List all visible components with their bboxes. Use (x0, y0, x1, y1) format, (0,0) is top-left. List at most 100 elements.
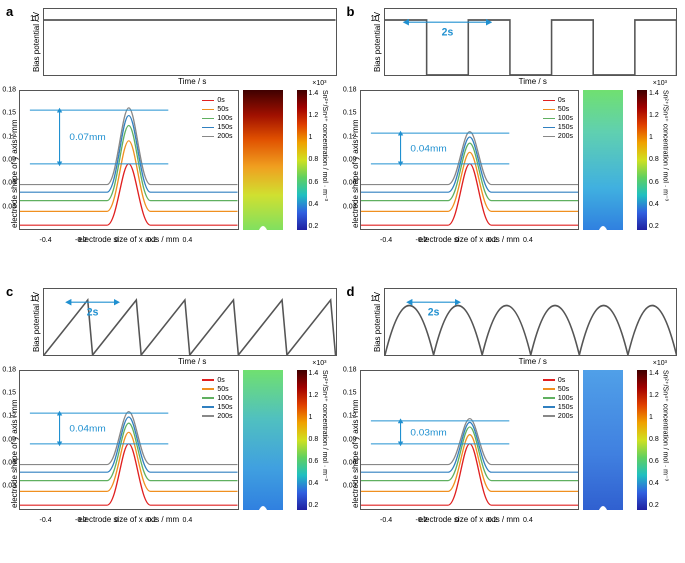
xtick: 0.2 (147, 235, 157, 244)
peak-annotation: 0.03mm (410, 427, 446, 437)
time-x-label: Time / s (389, 77, 678, 86)
legend-item: 0s (202, 376, 232, 385)
colorbar-ticks: 1.41.210.80.60.40.2 (647, 90, 659, 230)
ytick: 0.03 (343, 483, 360, 490)
legend-item: 200s (543, 412, 573, 421)
waveform-plot: 10 2s (43, 288, 337, 356)
panel-d: dBias potential / V10 2s Time / selectro… (349, 288, 678, 556)
legend: 0s50s100s150s200s (200, 94, 234, 143)
ytick: 0.09 (343, 157, 360, 164)
ytick: 0.09 (2, 436, 19, 443)
ytick: 0.15 (343, 389, 360, 396)
bias-ytick: 10 (30, 294, 39, 303)
waveform-plot: 10 2s (384, 288, 678, 356)
ytick: 0.15 (2, 110, 19, 117)
peak-annotation: 0.07mm (69, 132, 105, 142)
colorbar-title: ×10³ (312, 360, 326, 367)
profile-plot: 0.030.060.090.120.150.18-0.4-0.200.20.4 … (360, 90, 580, 235)
colorbar-ticks: 1.41.210.80.60.40.2 (647, 370, 659, 510)
legend-item: 100s (543, 394, 573, 403)
ytick: 0.06 (343, 180, 360, 187)
legend: 0s50s100s150s200s (541, 94, 575, 143)
panel-a: aBias potential / V10 Time / selectrode … (8, 8, 337, 276)
legend-item: 0s (202, 96, 232, 105)
profile-plot: 0.030.060.090.120.150.18-0.4-0.200.20.4 … (360, 370, 580, 515)
peak-annotation: 0.04mm (69, 423, 105, 433)
panel-label: a (6, 4, 13, 19)
xtick: -0.4 (40, 235, 52, 244)
panel-c: cBias potential / V10 2s Time / selectro… (8, 288, 337, 556)
ytick: 0.12 (343, 413, 360, 420)
xtick: 0.4 (183, 235, 193, 244)
colorbar-title: ×10³ (312, 80, 326, 87)
legend-item: 200s (202, 412, 232, 421)
ytick: 0.09 (2, 157, 19, 164)
conc-label: Sn²⁺/Sn⁴⁺ concentration / mol · m⁻³ (661, 90, 669, 258)
colorbar-ticks: 1.41.210.80.60.40.2 (307, 90, 319, 230)
heatmap (583, 370, 623, 510)
xtick: 0 (115, 515, 119, 524)
colorbar (297, 90, 307, 230)
ytick: 0.06 (2, 459, 19, 466)
legend-item: 50s (202, 105, 232, 114)
legend: 0s50s100s150s200s (200, 374, 234, 423)
xtick: -0.4 (380, 235, 392, 244)
bias-ytick: 10 (30, 14, 39, 23)
waveform-plot: 10 (43, 8, 337, 76)
heatmap (243, 370, 283, 510)
legend-item: 150s (202, 403, 232, 412)
ytick: 0.06 (343, 459, 360, 466)
period-label: 2s (441, 26, 453, 38)
electrode-x-label: electrode size of x axis / mm (360, 515, 580, 524)
xtick: -0.4 (380, 515, 392, 524)
waveform-plot: 10 2s (384, 8, 678, 76)
conc-label: Sn²⁺/Sn⁴⁺ concentration / mol · m⁻³ (661, 370, 669, 538)
panel-label: b (347, 4, 355, 19)
ytick: 0.18 (2, 87, 19, 94)
legend-item: 100s (543, 114, 573, 123)
time-x-label: Time / s (48, 357, 337, 366)
ytick: 0.12 (2, 413, 19, 420)
panel-label: d (347, 284, 355, 299)
xtick: 0.4 (523, 235, 533, 244)
ytick: 0.03 (2, 483, 19, 490)
xtick: -0.4 (40, 515, 52, 524)
legend-item: 50s (543, 385, 573, 394)
ytick: 0.03 (343, 203, 360, 210)
legend-item: 0s (543, 376, 573, 385)
legend-item: 200s (202, 132, 232, 141)
xtick: -0.2 (75, 515, 87, 524)
xtick: -0.2 (416, 515, 428, 524)
xtick: 0 (455, 235, 459, 244)
panel-label: c (6, 284, 13, 299)
ytick: 0.06 (2, 180, 19, 187)
period-label: 2s (87, 306, 99, 318)
profile-plot: 0.030.060.090.120.150.18-0.4-0.200.20.4 … (19, 90, 239, 235)
colorbar (297, 370, 307, 510)
colorbar-title: ×10³ (653, 80, 667, 87)
ytick: 0.18 (2, 366, 19, 373)
ytick: 0.03 (2, 203, 19, 210)
bias-ytick: 10 (371, 294, 380, 303)
bias-ytick: 10 (371, 14, 380, 23)
legend-item: 150s (543, 123, 573, 132)
conc-label: Sn²⁺/Sn⁴⁺ concentration / mol · m⁻³ (320, 370, 328, 538)
xtick: 0.4 (183, 515, 193, 524)
colorbar (637, 370, 647, 510)
legend-item: 0s (543, 96, 573, 105)
ytick: 0.15 (2, 389, 19, 396)
legend-item: 100s (202, 394, 232, 403)
panel-b: bBias potential / V10 2s Time / selectro… (349, 8, 678, 276)
ytick: 0.12 (2, 133, 19, 140)
xtick: 0.2 (488, 235, 498, 244)
heatmap (583, 90, 623, 230)
conc-label: Sn²⁺/Sn⁴⁺ concentration / mol · m⁻³ (320, 90, 328, 258)
ytick: 0.12 (343, 133, 360, 140)
legend: 0s50s100s150s200s (541, 374, 575, 423)
xtick: -0.2 (416, 235, 428, 244)
colorbar-ticks: 1.41.210.80.60.40.2 (307, 370, 319, 510)
period-label: 2s (427, 306, 439, 318)
colorbar-title: ×10³ (653, 360, 667, 367)
xtick: -0.2 (75, 235, 87, 244)
legend-item: 150s (543, 403, 573, 412)
